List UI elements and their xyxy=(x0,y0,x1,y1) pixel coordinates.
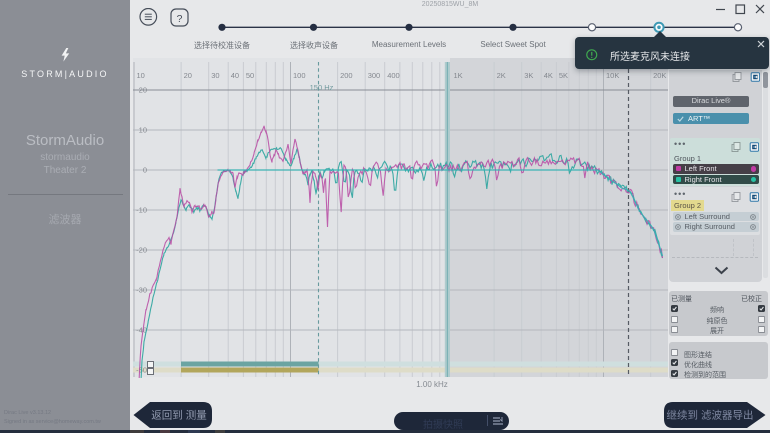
svg-text:-30: -30 xyxy=(136,286,147,295)
svg-text:150 Hz: 150 Hz xyxy=(310,83,334,92)
svg-text:3K: 3K xyxy=(524,71,533,80)
svg-text:20: 20 xyxy=(139,86,147,95)
svg-text:10K: 10K xyxy=(606,71,619,80)
svg-text:200: 200 xyxy=(340,71,353,80)
svg-text:30: 30 xyxy=(211,71,219,80)
svg-text:40: 40 xyxy=(231,71,239,80)
svg-text:返回到 测量: 返回到 测量 xyxy=(151,408,207,421)
svg-text:100: 100 xyxy=(293,71,306,80)
svg-text:400: 400 xyxy=(387,71,400,80)
svg-text:1K: 1K xyxy=(454,71,463,80)
svg-text:继续到 滤波器导出: 继续到 滤波器导出 xyxy=(667,408,754,421)
svg-text:-20: -20 xyxy=(136,246,147,255)
svg-text:20K: 20K xyxy=(653,71,666,80)
svg-text:?: ? xyxy=(177,13,183,25)
svg-text:4K: 4K xyxy=(544,71,553,80)
svg-text:20: 20 xyxy=(184,71,192,80)
svg-text:300: 300 xyxy=(368,71,381,80)
svg-text:10: 10 xyxy=(139,126,147,135)
svg-text:50: 50 xyxy=(246,71,254,80)
svg-text:10: 10 xyxy=(137,71,145,80)
svg-text:-40: -40 xyxy=(136,326,147,335)
svg-text:-10: -10 xyxy=(136,206,147,215)
svg-text:2K: 2K xyxy=(497,71,506,80)
svg-text:0: 0 xyxy=(143,166,147,175)
svg-text:5K: 5K xyxy=(559,71,568,80)
